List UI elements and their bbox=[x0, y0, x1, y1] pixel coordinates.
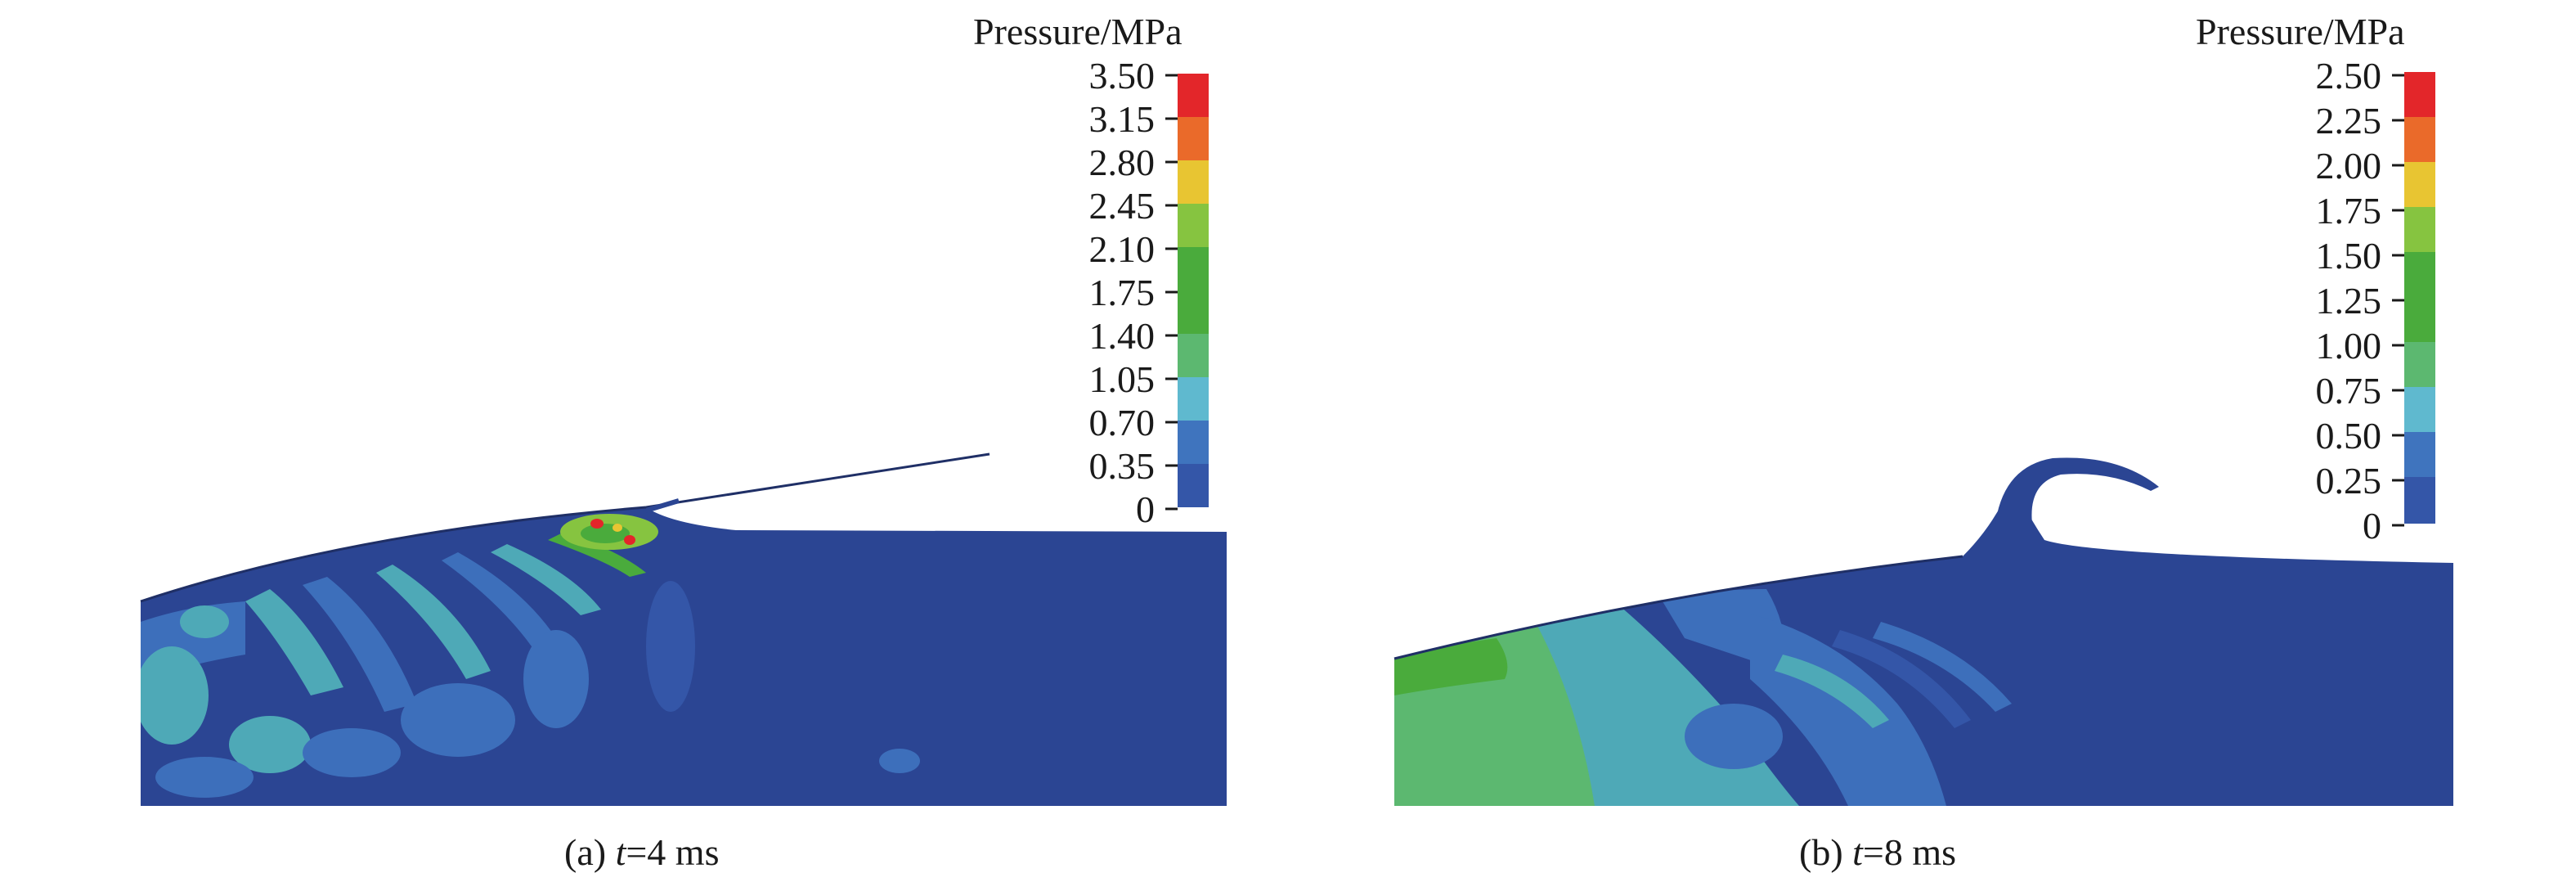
tick-label-a-0: 3.50 bbox=[1088, 55, 1156, 97]
tick-label-b-3: 1.75 bbox=[2315, 190, 2382, 232]
tick-label-b-1: 2.25 bbox=[2315, 100, 2382, 142]
tick-label-b-7: 0.75 bbox=[2315, 370, 2382, 412]
legend-title-b: Pressure/MPa bbox=[2196, 11, 2405, 52]
colorbar-a-swatches bbox=[1178, 74, 1209, 507]
pressure-field-a bbox=[140, 452, 1227, 806]
tick-label-a-4: 2.10 bbox=[1088, 228, 1156, 270]
caption-b-label: (b) bbox=[1799, 831, 1853, 873]
tick-label-b-9: 0.25 bbox=[2315, 460, 2382, 502]
colorbar-b-swatches bbox=[2404, 72, 2435, 524]
jet-line-a bbox=[645, 452, 990, 509]
colorbar-a bbox=[1165, 74, 1209, 511]
tick-label-a-5: 1.75 bbox=[1088, 272, 1156, 313]
tick-label-a-1: 3.15 bbox=[1088, 98, 1156, 140]
tick-label-a-6: 1.40 bbox=[1088, 315, 1156, 357]
tick-label-a-7: 1.05 bbox=[1088, 358, 1156, 400]
tick-label-b-5: 1.25 bbox=[2315, 280, 2382, 322]
tick-label-a-2: 2.80 bbox=[1088, 142, 1156, 183]
tick-label-a-10: 0 bbox=[1136, 488, 1155, 530]
caption-a-label: (a) bbox=[564, 831, 616, 873]
tick-label-b-10: 0 bbox=[2363, 505, 2381, 547]
tick-label-a-8: 0.70 bbox=[1088, 402, 1156, 443]
caption-a-value: =4 ms bbox=[626, 831, 720, 873]
caption-a: (a) t=4 ms bbox=[564, 830, 719, 874]
tick-label-a-9: 0.35 bbox=[1088, 445, 1156, 487]
caption-b: (b) t=8 ms bbox=[1799, 830, 1956, 874]
panel-a: Pressure/MPa 3.50 3.15 2.80 2.45 2.10 1.… bbox=[140, 11, 1227, 874]
tick-label-b-4: 1.50 bbox=[2315, 235, 2382, 277]
tick-label-b-6: 1.00 bbox=[2315, 325, 2382, 367]
tick-label-a-3: 2.45 bbox=[1088, 185, 1156, 227]
caption-b-value: =8 ms bbox=[1862, 831, 1957, 873]
caption-b-var: t bbox=[1852, 831, 1863, 873]
caption-a-var: t bbox=[615, 831, 626, 873]
jet-curl-b bbox=[1995, 457, 2159, 524]
tick-label-b-0: 2.50 bbox=[2315, 55, 2382, 97]
legend-title-a: Pressure/MPa bbox=[973, 11, 1183, 52]
tick-label-b-2: 2.00 bbox=[2315, 145, 2382, 187]
tick-label-b-8: 0.50 bbox=[2315, 415, 2382, 457]
